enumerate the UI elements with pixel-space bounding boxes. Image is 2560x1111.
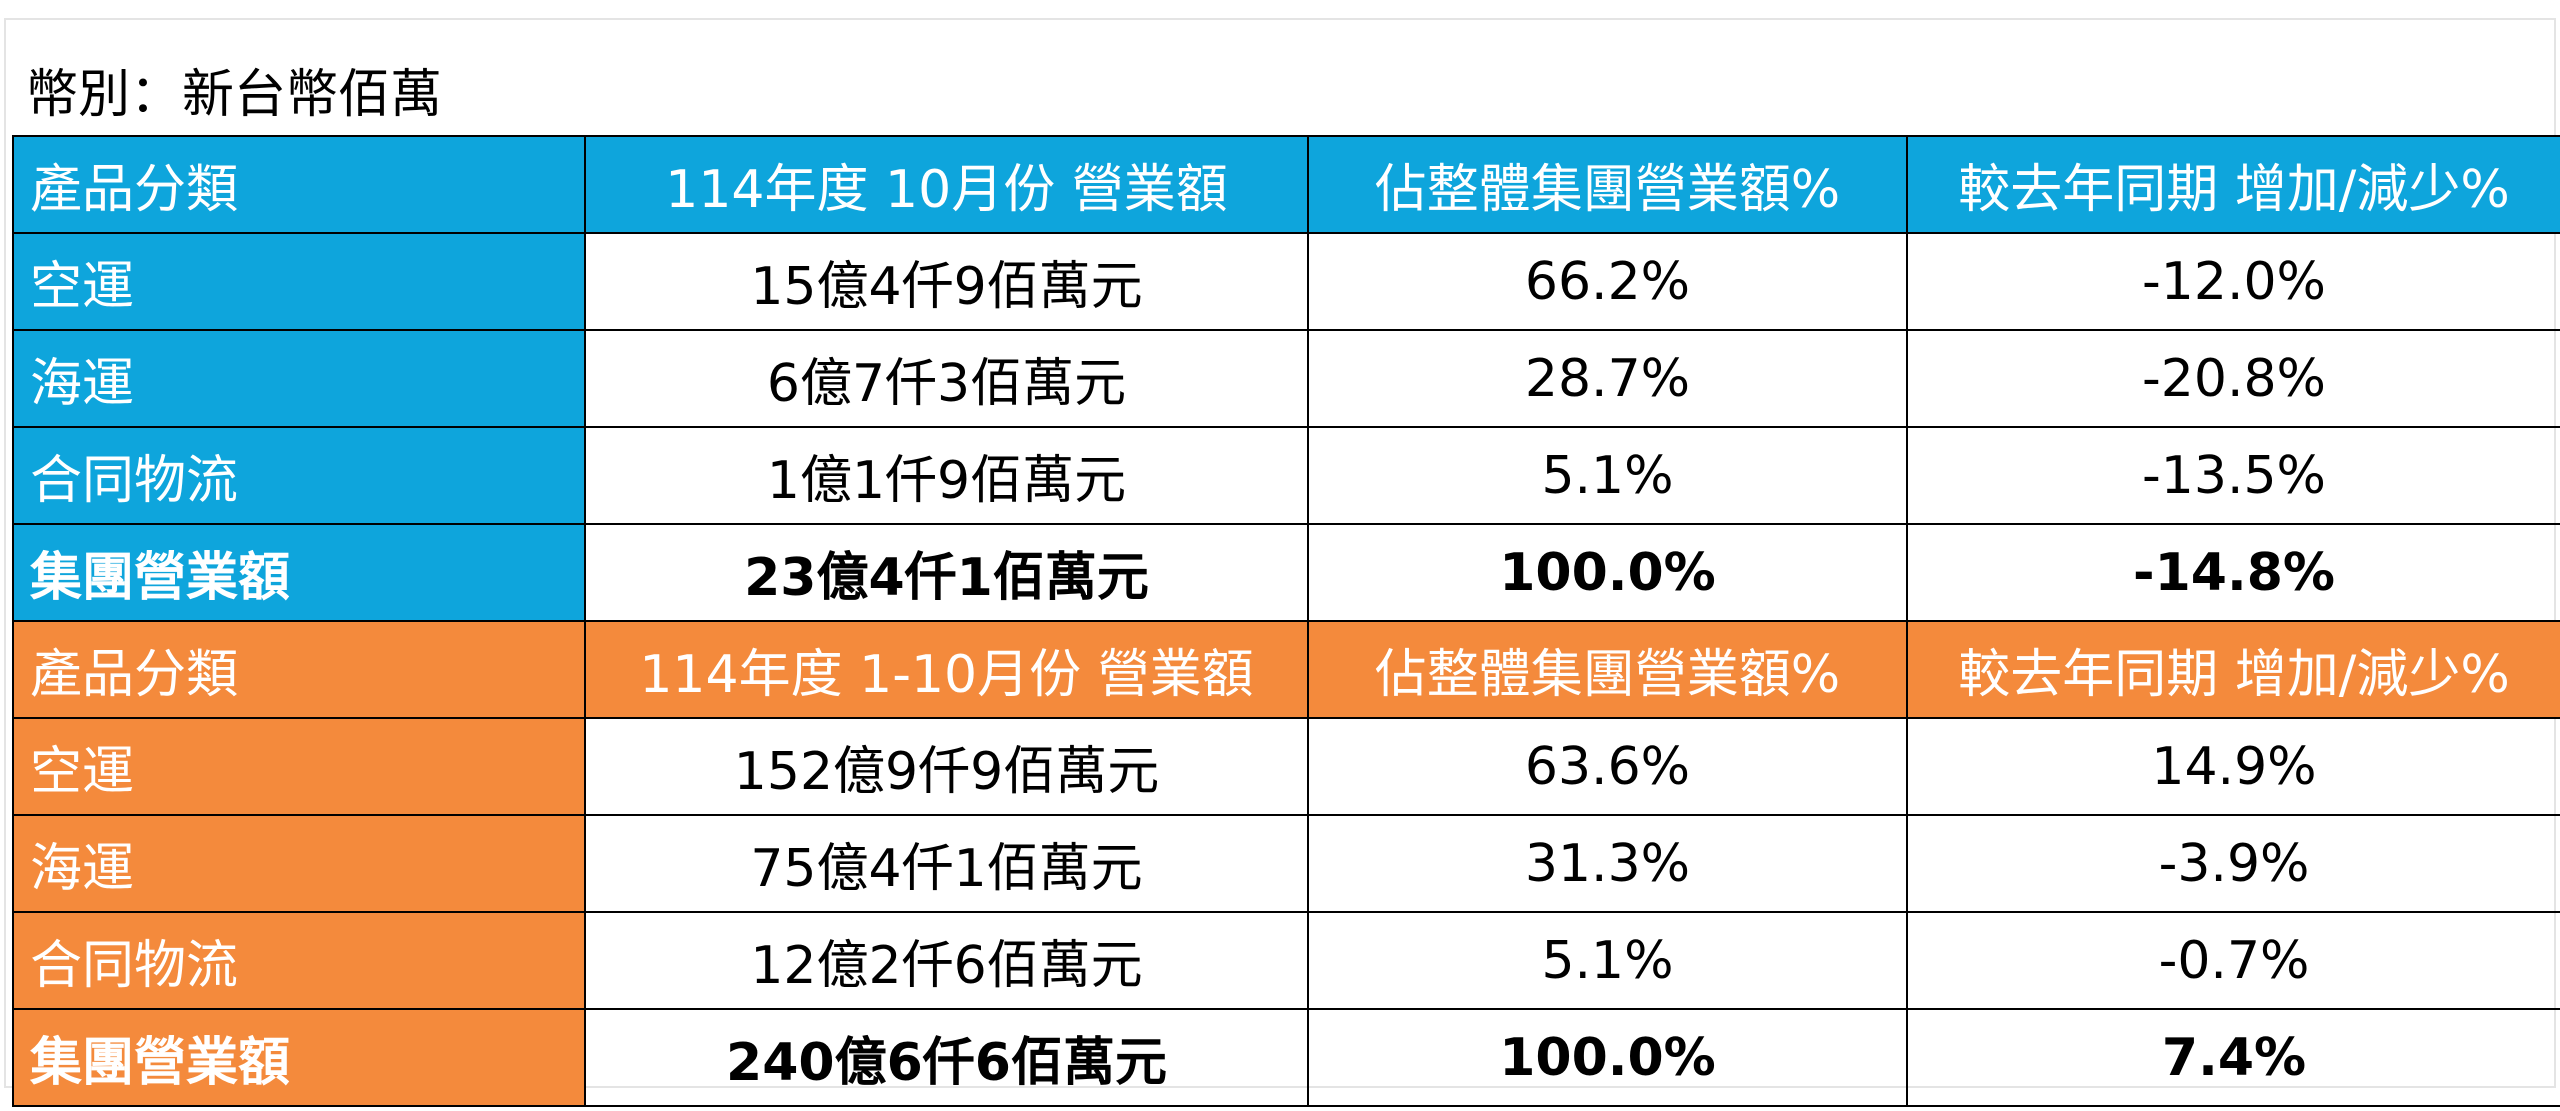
- row-category: 海運: [12, 329, 586, 428]
- table-row: 空運 152億9仟9佰萬元 63.6% 14.9%: [12, 717, 2560, 816]
- row-share: 31.3%: [1307, 814, 1908, 913]
- total-share: 100.0%: [1307, 523, 1908, 622]
- table-row: 合同物流 1億1仟9佰萬元 5.1% -13.5%: [12, 426, 2560, 525]
- row-share: 5.1%: [1307, 911, 1908, 1010]
- row-share: 5.1%: [1307, 426, 1908, 525]
- column-header-share: 佔整體集團營業額%: [1307, 135, 1908, 234]
- total-yoy: 7.4%: [1906, 1008, 2560, 1107]
- row-yoy: -12.0%: [1906, 232, 2560, 331]
- revenue-report-sheet: 幣別：新台幣佰萬 產品分類 114年度 10月份 營業額 佔整體集團營業額% 較…: [4, 18, 2560, 1107]
- row-yoy: -20.8%: [1906, 329, 2560, 428]
- monthly-header-row: 產品分類 114年度 10月份 營業額 佔整體集團營業額% 較去年同期 增加/減…: [12, 135, 2560, 234]
- column-header-yoy: 較去年同期 增加/減少%: [1906, 620, 2560, 719]
- row-share: 66.2%: [1307, 232, 1908, 331]
- ytd-header-row: 產品分類 114年度 1-10月份 營業額 佔整體集團營業額% 較去年同期 增加…: [12, 620, 2560, 719]
- row-category: 海運: [12, 814, 586, 913]
- row-yoy: -0.7%: [1906, 911, 2560, 1010]
- row-revenue: 15億4仟9佰萬元: [584, 232, 1309, 331]
- total-revenue: 240億6仟6佰萬元: [584, 1008, 1309, 1107]
- table-row: 海運 75億4仟1佰萬元 31.3% -3.9%: [12, 814, 2560, 913]
- row-revenue: 152億9仟9佰萬元: [584, 717, 1309, 816]
- table-row: 合同物流 12億2仟6佰萬元 5.1% -0.7%: [12, 911, 2560, 1010]
- table-row: 空運 15億4仟9佰萬元 66.2% -12.0%: [12, 232, 2560, 331]
- row-share: 28.7%: [1307, 329, 1908, 428]
- row-category: 空運: [12, 717, 586, 816]
- total-revenue: 23億4仟1佰萬元: [584, 523, 1309, 622]
- column-header-revenue: 114年度 1-10月份 營業額: [584, 620, 1309, 719]
- column-header-revenue: 114年度 10月份 營業額: [584, 135, 1309, 234]
- table-row: 海運 6億7仟3佰萬元 28.7% -20.8%: [12, 329, 2560, 428]
- total-category: 集團營業額: [12, 523, 586, 622]
- column-header-category: 產品分類: [12, 620, 586, 719]
- row-share: 63.6%: [1307, 717, 1908, 816]
- row-yoy: -3.9%: [1906, 814, 2560, 913]
- row-revenue: 12億2仟6佰萬元: [584, 911, 1309, 1010]
- total-category: 集團營業額: [12, 1008, 586, 1107]
- row-revenue: 1億1仟9佰萬元: [584, 426, 1309, 525]
- column-header-category: 產品分類: [12, 135, 586, 234]
- monthly-total-row: 集團營業額 23億4仟1佰萬元 100.0% -14.8%: [12, 523, 2560, 622]
- revenue-table: 產品分類 114年度 10月份 營業額 佔整體集團營業額% 較去年同期 增加/減…: [12, 135, 2560, 1107]
- ytd-total-row: 集團營業額 240億6仟6佰萬元 100.0% 7.4%: [12, 1008, 2560, 1107]
- row-category: 空運: [12, 232, 586, 331]
- row-revenue: 6億7仟3佰萬元: [584, 329, 1309, 428]
- total-share: 100.0%: [1307, 1008, 1908, 1107]
- row-yoy: -13.5%: [1906, 426, 2560, 525]
- row-yoy: 14.9%: [1906, 717, 2560, 816]
- row-revenue: 75億4仟1佰萬元: [584, 814, 1309, 913]
- column-header-share: 佔整體集團營業額%: [1307, 620, 1908, 719]
- total-yoy: -14.8%: [1906, 523, 2560, 622]
- currency-unit-label: 幣別：新台幣佰萬: [26, 65, 443, 125]
- row-category: 合同物流: [12, 426, 586, 525]
- column-header-yoy: 較去年同期 增加/減少%: [1906, 135, 2560, 234]
- row-category: 合同物流: [12, 911, 586, 1010]
